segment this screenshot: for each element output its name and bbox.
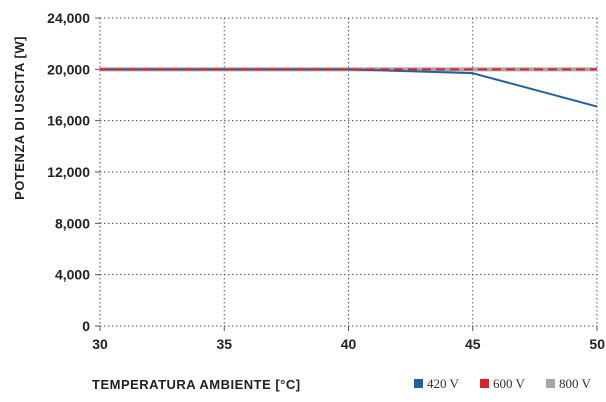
legend-label-800-v: 800 V	[559, 376, 592, 391]
series	[100, 67, 598, 108]
x-tick-label-50: 50	[589, 336, 605, 352]
y-tick-label-16000: 16,000	[47, 113, 90, 129]
x-tick-label-35: 35	[216, 336, 232, 352]
x-tick-label-45: 45	[465, 336, 481, 352]
x-tick-label-30: 30	[92, 336, 108, 352]
legend-swatch-800-v	[546, 379, 555, 388]
y-axis-title: POTENZA DI USCITA [W]	[12, 36, 27, 200]
y-tick-label-0: 0	[82, 318, 90, 334]
y-tick-label-8000: 8,000	[55, 215, 90, 231]
axes	[95, 17, 598, 331]
tick-labels: 0 4,000 8,000 12,000 16,000 20,000 24,000 30 35 4…	[47, 10, 605, 352]
x-axis-title: TEMPERATURA AMBIENTE [°C]	[92, 377, 301, 392]
y-tick-label-4000: 4,000	[55, 267, 90, 283]
y-tick-label-24000: 24,000	[47, 10, 90, 26]
y-tick-label-20000: 20,000	[47, 61, 90, 77]
legend-swatch-600-v	[480, 379, 489, 388]
legend-label-600-v: 600 V	[493, 376, 526, 391]
x-tick-label-40: 40	[341, 336, 357, 352]
y-tick-label-12000: 12,000	[47, 164, 90, 180]
legend-label-420-v: 420 V	[427, 376, 460, 391]
legend-swatch-420-v	[414, 379, 423, 388]
series-line-420-v	[100, 68, 598, 108]
grid	[99, 17, 598, 326]
legend: 420 V 600 V 800 V	[414, 376, 592, 391]
